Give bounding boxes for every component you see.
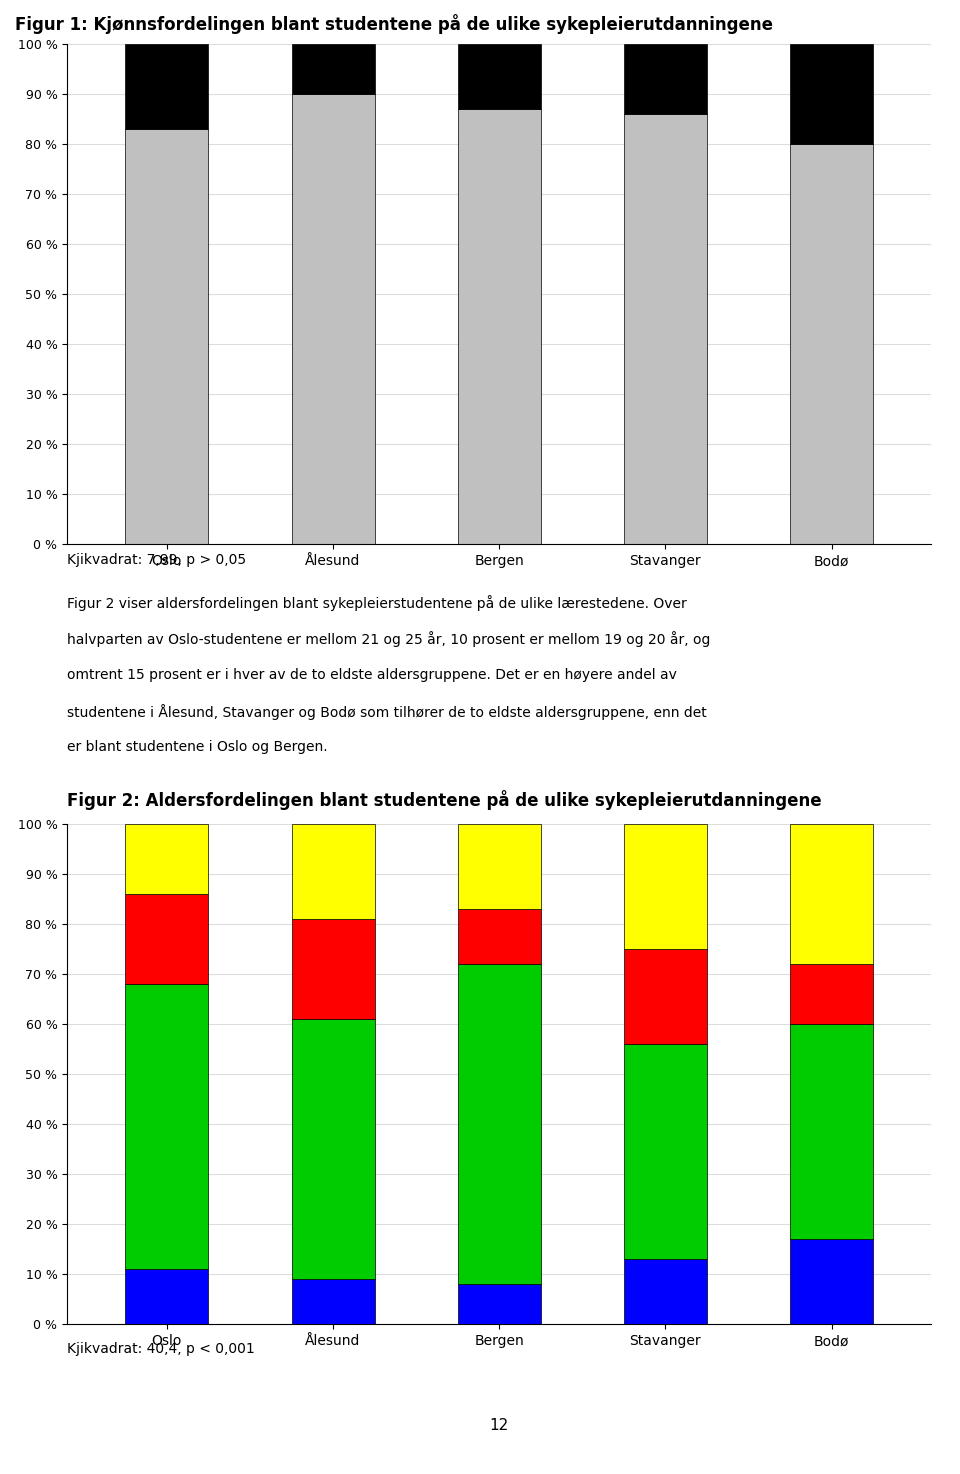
Bar xyxy=(790,964,873,1024)
Text: Figur 2 viser aldersfordelingen blant sykepleierstudentene på de ulike lærestede: Figur 2 viser aldersfordelingen blant sy… xyxy=(67,594,687,610)
Bar xyxy=(458,1284,540,1325)
Bar xyxy=(624,1259,707,1325)
Text: omtrent 15 prosent er i hver av de to eldste aldersgruppene. Det er en høyere an: omtrent 15 prosent er i hver av de to el… xyxy=(67,668,677,681)
Bar xyxy=(126,824,208,895)
Bar xyxy=(292,44,374,94)
Bar xyxy=(458,824,540,909)
Text: er blant studentene i Oslo og Bergen.: er blant studentene i Oslo og Bergen. xyxy=(67,740,327,755)
Bar xyxy=(292,920,374,1020)
Bar xyxy=(458,964,540,1284)
Bar xyxy=(624,1045,707,1259)
Bar xyxy=(126,44,208,130)
Text: Figur 1: Kjønnsfordelingen blant studentene på de ulike sykepleierutdanningene: Figur 1: Kjønnsfordelingen blant student… xyxy=(15,15,774,34)
Bar xyxy=(126,985,208,1269)
Bar xyxy=(790,144,873,544)
Bar xyxy=(624,824,707,949)
Text: Figur 2: Aldersfordelingen blant studentene på de ulike sykepleierutdanningene: Figur 2: Aldersfordelingen blant student… xyxy=(67,790,822,811)
Bar xyxy=(790,1240,873,1325)
Bar xyxy=(292,1020,374,1279)
Bar xyxy=(458,109,540,544)
Bar xyxy=(624,44,707,115)
Bar xyxy=(292,824,374,920)
Text: halvparten av Oslo-studentene er mellom 21 og 25 år, 10 prosent er mellom 19 og : halvparten av Oslo-studentene er mellom … xyxy=(67,631,710,647)
Text: 12: 12 xyxy=(490,1418,509,1433)
Bar xyxy=(790,824,873,964)
Bar xyxy=(126,895,208,985)
Bar xyxy=(292,1279,374,1325)
Bar xyxy=(458,44,540,109)
Bar xyxy=(126,1269,208,1325)
Bar xyxy=(458,909,540,964)
Bar xyxy=(624,949,707,1045)
Text: studentene i Ålesund, Stavanger og Bodø som tilhører de to eldste aldersgruppene: studentene i Ålesund, Stavanger og Bodø … xyxy=(67,705,707,719)
Bar xyxy=(126,130,208,544)
Bar xyxy=(292,94,374,544)
Bar xyxy=(790,1024,873,1240)
Text: Kjikvadrat: 7,99, p > 0,05: Kjikvadrat: 7,99, p > 0,05 xyxy=(67,553,247,566)
Bar xyxy=(790,44,873,144)
Text: Kjikvadrat: 40,4, p < 0,001: Kjikvadrat: 40,4, p < 0,001 xyxy=(67,1343,255,1356)
Bar xyxy=(624,115,707,544)
